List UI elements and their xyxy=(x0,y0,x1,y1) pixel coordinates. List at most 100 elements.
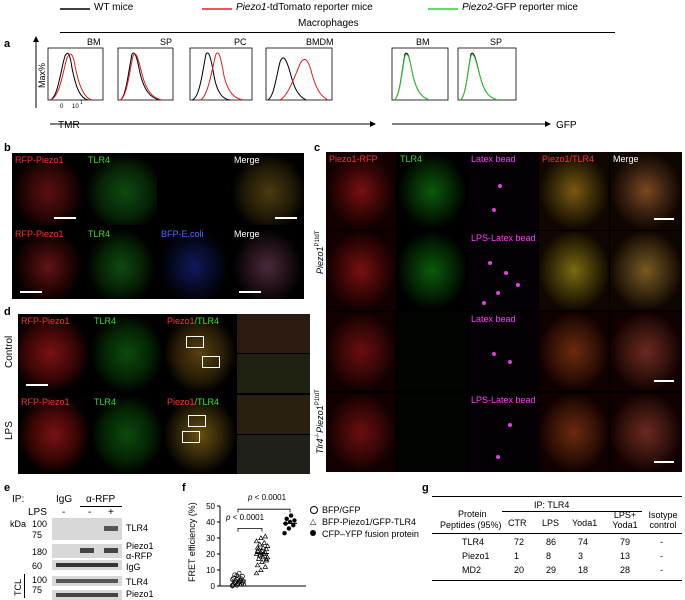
panel-g-cell: 1 xyxy=(514,551,520,561)
y-tick-label: 20 xyxy=(206,550,215,559)
panel-a-gfp-label: GFP xyxy=(556,120,577,131)
panel-e-band-tcl-piezo1: Piezo1 xyxy=(126,589,154,599)
data-point xyxy=(286,526,292,531)
panel-e-blot-igg xyxy=(52,560,122,570)
panel-c-r2-tlr4 xyxy=(397,231,467,310)
data-point xyxy=(256,541,263,547)
panel-g-col-yoda1: Yoda1 xyxy=(572,518,598,528)
panel-c-side-bottom: Tlr4-/-Piezo1P1tdT xyxy=(315,389,325,454)
data-point xyxy=(263,555,270,561)
panel-c-r3-tlr4 xyxy=(397,312,467,391)
legend-swatch-piezo2 xyxy=(428,8,458,10)
panel-c-r3-coloc xyxy=(539,312,609,391)
panel-g-col-lps: LPS xyxy=(542,518,560,528)
data-point xyxy=(254,562,261,568)
svg-text:1: 1 xyxy=(80,100,83,106)
panel-c-r1-bead: Latex bead xyxy=(468,152,538,230)
panel-d-r2-tlr4: TLR4 xyxy=(91,395,163,474)
data-point xyxy=(288,513,294,518)
legend-swatch-piezo1 xyxy=(202,8,232,10)
data-point xyxy=(292,518,297,523)
subplot-title-bm-gfp: BM xyxy=(416,37,430,47)
panel-g-row-label: TLR4 xyxy=(462,537,485,547)
panel-b-r1-empty xyxy=(158,153,230,225)
legend-label-wt: WT mice xyxy=(94,2,134,13)
subplot-title-bmdm: BMDM xyxy=(306,37,334,47)
panel-d-r2-rfp: RFP-Piezo1 xyxy=(18,395,90,474)
panel-b-r2-merge: Merge xyxy=(231,227,304,299)
panel-c-r3-piezo1 xyxy=(326,312,396,391)
data-point xyxy=(258,535,264,540)
data-point xyxy=(241,582,246,587)
panel-e-igg-col: IgG xyxy=(56,494,73,505)
panel-c-r4-tlr4 xyxy=(397,393,467,472)
data-point xyxy=(282,531,287,536)
panel-c-side-labels: Piezo1P1tdT Tlr4-/-Piezo1P1tdT xyxy=(312,154,326,472)
panel-letter-g: g xyxy=(422,482,429,494)
panel-f-chart: FRET efficiency (%) 0 10 20 30 40 50 p < 0.00… xyxy=(180,490,440,600)
panel-c-r2-merge xyxy=(610,231,682,310)
sig-bracket-1 xyxy=(237,508,291,513)
data-point xyxy=(253,570,260,576)
macrophages-title: Macrophages xyxy=(298,18,359,29)
panel-letter-d: d xyxy=(4,306,11,318)
panel-c-r1-coloc: Piezo1/TLR4 xyxy=(539,152,609,230)
panel-letter-c: c xyxy=(314,142,321,154)
subplot-title-bm: BM xyxy=(87,37,101,47)
data-point xyxy=(291,523,296,528)
panel-c-r2-coloc xyxy=(539,231,609,310)
panel-d-r1-tlr4: TLR4 xyxy=(91,314,163,393)
panel-b-r2-ecoli: BFP-E.coli xyxy=(158,227,230,299)
panel-d-r1-rfp: RFP-Piezo1 xyxy=(18,314,90,393)
data-point xyxy=(230,582,235,588)
data-point xyxy=(260,544,266,550)
panel-e-ip: IP: xyxy=(12,494,25,505)
panel-e-mw-low-100: 100 xyxy=(32,575,48,585)
panel-g-cell: 3 xyxy=(578,551,584,561)
subplot-title-sp-gfp: SP xyxy=(490,37,503,47)
panel-d-r2-zoom1 xyxy=(237,395,310,434)
data-point xyxy=(259,559,265,564)
panel-g-col-ctr: CTR xyxy=(508,518,527,528)
svg-text:10: 10 xyxy=(72,104,79,110)
panel-e-mw-75: 75 xyxy=(32,530,43,540)
panel-g-table: IP: TLR4 Protein Peptides (95%) CTR LPS … xyxy=(432,496,682,596)
panel-letter-b: b xyxy=(4,142,11,154)
data-point xyxy=(253,538,260,544)
data-point xyxy=(240,574,245,579)
panel-c-r4-piezo1 xyxy=(326,393,396,472)
panel-c-r4-bead: LPS-Latex bead xyxy=(468,393,538,472)
panel-c-r3-bead: Latex bead xyxy=(468,312,538,391)
panel-g-cell: - xyxy=(660,551,663,561)
panel-e-blot-tcl-piezo1 xyxy=(52,590,122,600)
panel-f-pvalue-1: p < 0.0001 xyxy=(248,493,287,502)
figure-legend: WT mice Piezo1-tdTomato reporter mice Pi… xyxy=(60,2,680,34)
svg-text:0: 0 xyxy=(60,104,64,110)
panel-d-row-lps: LPS xyxy=(4,421,15,440)
panel-g-col-lps-yoda1: LPS+ Yoda1 xyxy=(612,510,638,530)
panel-c-r1-tlr4: TLR4 xyxy=(397,152,467,230)
panel-c-r2-piezo1 xyxy=(326,231,396,310)
panel-g-header-peptides: Peptides (95%) xyxy=(440,520,502,530)
panel-g-header-protein: Protein xyxy=(458,509,487,519)
panel-letter-e: e xyxy=(4,482,11,494)
panel-b-r1-rfp: RFP-Piezo1 xyxy=(12,153,84,225)
data-point xyxy=(264,543,271,548)
panel-e-western: IP: IgG α-RFP LPS - - + kDa 100 75 180 6… xyxy=(4,494,164,600)
panel-a-histograms: 0 101 xyxy=(33,36,551,127)
panel-g-row-label: MD2 xyxy=(462,565,482,575)
data-point xyxy=(231,575,236,581)
sig-bracket-2 xyxy=(237,528,263,532)
panel-e-blot-tlr4 xyxy=(52,518,122,540)
histogram-pc xyxy=(189,47,253,101)
panel-e-mw-low-75: 75 xyxy=(32,585,43,595)
panel-f-legend-2: CFP–YFP fusion protein xyxy=(322,529,419,539)
data-point xyxy=(258,567,264,572)
panel-d-row-control: Control xyxy=(4,335,15,368)
panel-e-lps-mark-1: - xyxy=(62,507,66,518)
histogram-sp xyxy=(117,47,174,101)
panel-d-r1-zoom2 xyxy=(237,354,310,393)
data-point xyxy=(262,533,269,539)
panel-g-cell: 86 xyxy=(546,537,557,547)
subplot-title-pc: PC xyxy=(234,37,247,47)
